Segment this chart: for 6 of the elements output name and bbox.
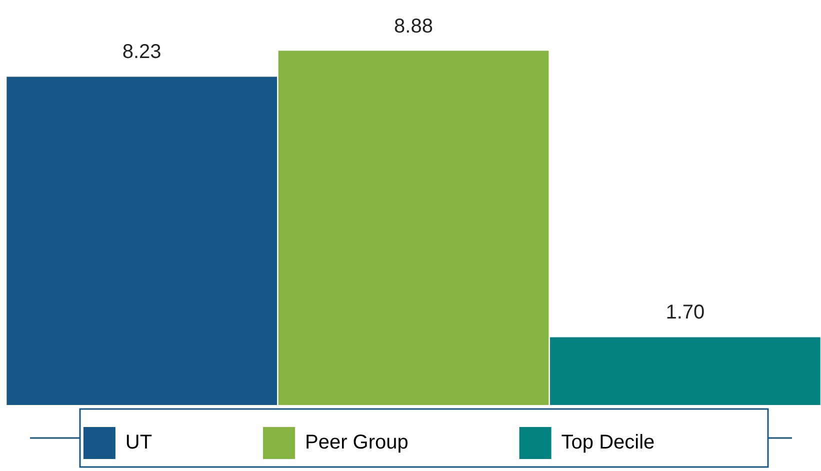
data-label: 8.88	[394, 15, 433, 38]
legend-label: Peer Group	[304, 432, 498, 454]
legend-label: Top Decile	[561, 432, 744, 454]
data-label: 8.23	[122, 41, 162, 64]
legend-label: UT	[125, 432, 241, 454]
data-label: 1.70	[666, 302, 705, 324]
